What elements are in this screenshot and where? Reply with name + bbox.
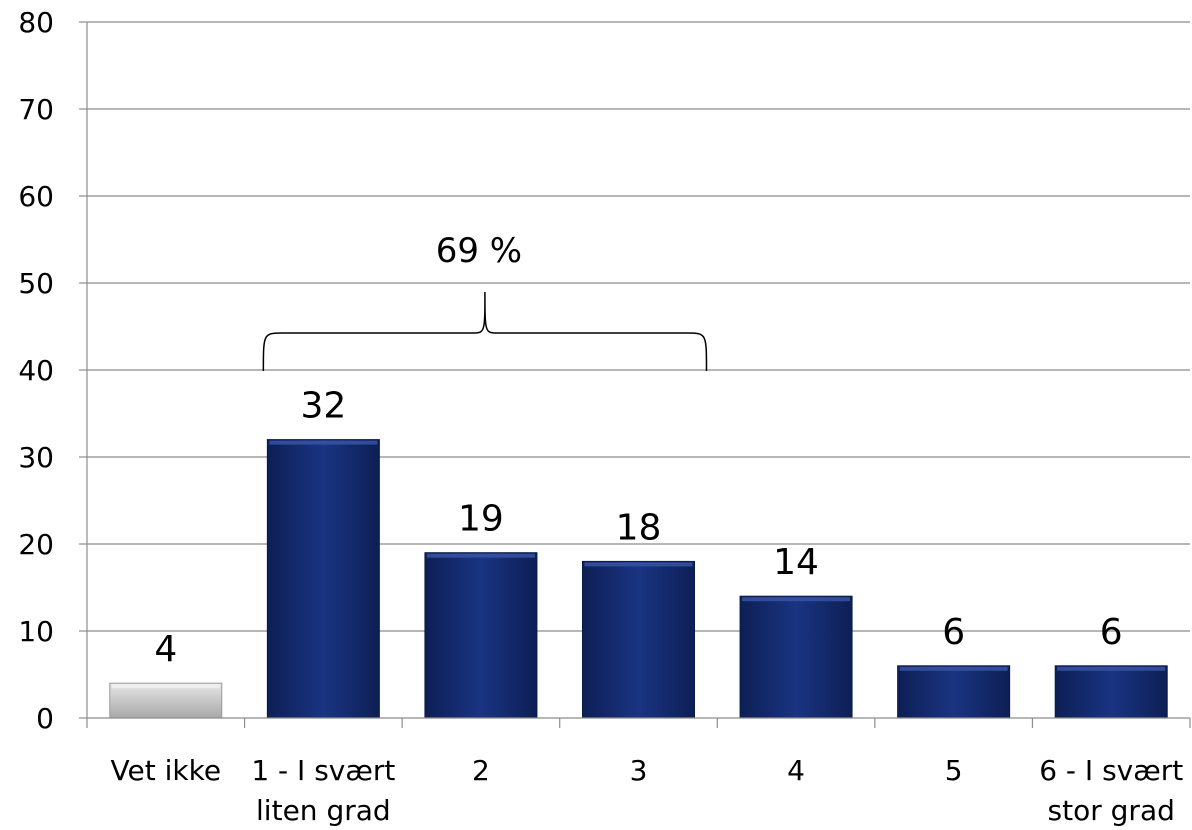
axes: [79, 21, 1191, 728]
y-tick-label: 0: [36, 702, 54, 735]
x-tick-label-line: 6 - I svært: [1039, 754, 1183, 787]
x-tick-label-line: Vet ikke: [111, 754, 222, 787]
bar-1: [266, 439, 380, 719]
y-tick-label: 40: [18, 354, 54, 387]
data-label-5: 6: [942, 612, 965, 653]
x-tick-label-5: 5: [945, 754, 963, 787]
data-label-1: 32: [300, 386, 346, 427]
bar-4: [739, 595, 853, 719]
x-tick-label-line: liten grad: [256, 794, 391, 827]
y-tick-label: 80: [18, 6, 54, 39]
x-tick-label-6: 6 - I svært stor grad: [1039, 754, 1183, 827]
data-label-3: 18: [616, 507, 662, 548]
y-tick-label: 20: [18, 528, 54, 561]
bar-highlight: [1057, 666, 1166, 671]
y-axis-tick-labels: 0 10 20 30 40 50 60 70 80: [18, 6, 54, 735]
annotation-brace: [262, 291, 708, 372]
x-tick-label-3: 3: [630, 754, 648, 787]
bar-highlight: [899, 666, 1008, 671]
x-tick-label-line: 4: [787, 754, 805, 787]
bar-2: [424, 552, 538, 719]
x-tick-label-0: Vet ikke: [111, 754, 222, 787]
bar-3: [582, 560, 695, 719]
x-axis-tick-labels: Vet ikke 1 - I svært liten grad 2 3 4 5 6 - I s…: [111, 754, 1184, 827]
x-tick-label-line: stor grad: [1048, 794, 1175, 827]
bar-6: [1054, 665, 1168, 719]
x-tick-label-2: 2: [472, 754, 490, 787]
bar-5: [897, 665, 1011, 719]
bars: [109, 439, 1168, 719]
bar-highlight: [426, 553, 535, 558]
y-tick-label: 50: [18, 267, 54, 300]
y-tick-label: 60: [18, 180, 54, 213]
data-label-2: 19: [458, 499, 504, 540]
y-tick-label: 70: [18, 93, 54, 126]
bar-highlight: [584, 562, 693, 567]
bar-0: [109, 682, 223, 719]
bar-highlight: [269, 440, 378, 445]
y-tick-label: 10: [18, 615, 54, 648]
bar-highlight: [111, 684, 220, 689]
bracket-annotation: 69 %: [262, 231, 708, 372]
x-tick-label-line: 3: [630, 754, 648, 787]
data-label-4: 14: [773, 542, 819, 583]
data-label-6: 6: [1100, 612, 1123, 653]
bar-highlight: [742, 597, 851, 602]
annotation-label: 69 %: [436, 231, 522, 271]
x-tick-label-4: 4: [787, 754, 805, 787]
data-label-0: 4: [154, 629, 177, 670]
data-labels: 4 32 19 18 14 6 6: [154, 386, 1122, 671]
x-tick-label-line: 2: [472, 754, 490, 787]
x-tick-label-line: 5: [945, 754, 963, 787]
y-tick-label: 30: [18, 441, 54, 474]
x-tick-label-1: 1 - I svært liten grad: [251, 754, 395, 827]
x-tick-label-line: 1 - I svært: [251, 754, 395, 787]
